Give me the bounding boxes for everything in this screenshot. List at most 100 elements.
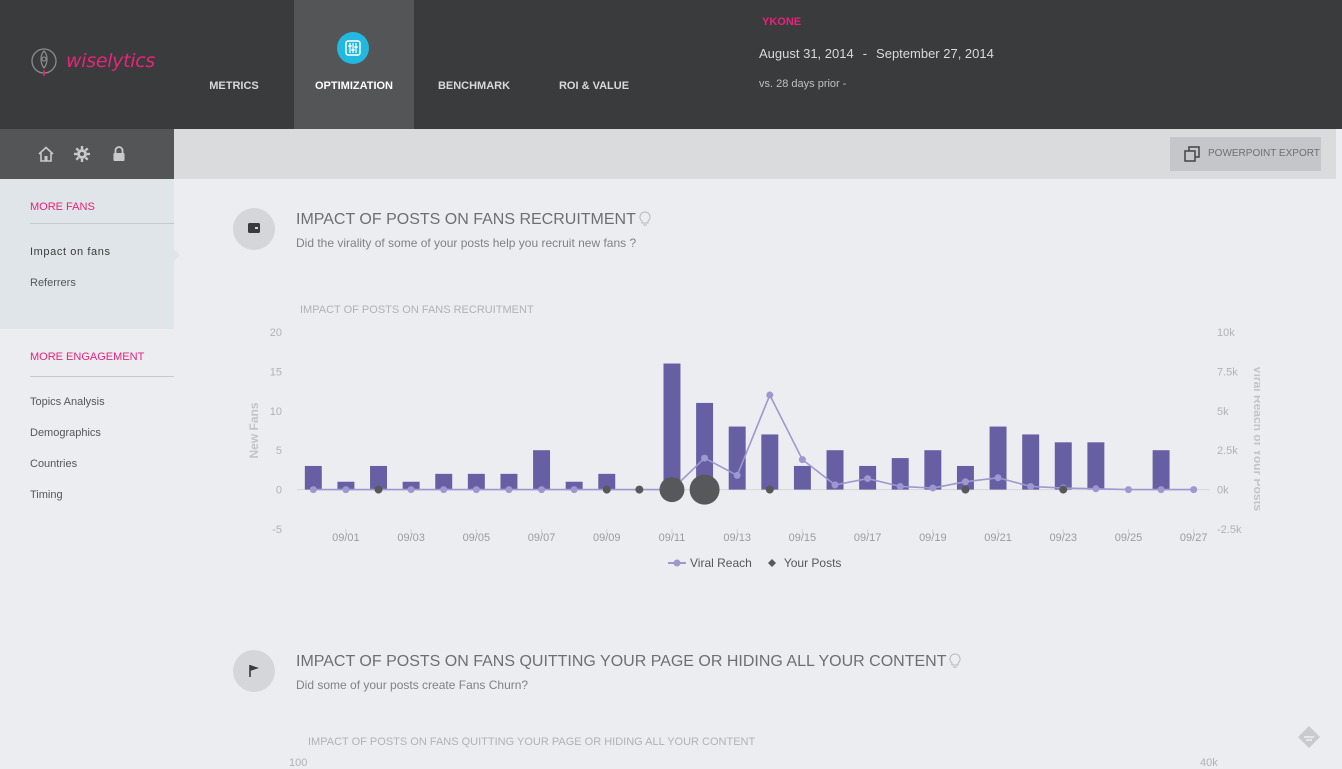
viral-reach-point [407, 486, 415, 494]
chart-legend: Viral Reach Your Posts [668, 556, 855, 570]
y2-axis-tick: 5k [1217, 406, 1229, 418]
chart-title: IMPACT OF POSTS ON FANS QUITTING YOUR PA… [308, 736, 756, 748]
feedback-icon[interactable] [1296, 724, 1322, 750]
viral-reach-point [570, 486, 578, 494]
x-axis-tick: 09/05 [463, 532, 491, 544]
bar-new-fans [956, 465, 974, 490]
tab-metrics[interactable]: METRICS [174, 0, 294, 129]
lightbulb-icon[interactable] [639, 211, 651, 226]
x-axis-tick: 09/03 [397, 532, 425, 544]
viral-reach-point [440, 486, 448, 494]
viral-reach-point [864, 475, 872, 483]
tab-optimization[interactable]: OPTIMIZATION [294, 0, 414, 129]
post-marker [659, 477, 685, 503]
section-subtitle: Did the virality of some of your posts h… [296, 236, 637, 250]
legend-label: Your Posts [783, 556, 842, 570]
viral-reach-point [798, 456, 806, 464]
sidebar-item-topics-analysis[interactable]: Topics Analysis [30, 396, 105, 408]
x-axis-tick: 09/23 [1050, 532, 1078, 544]
viral-reach-point [896, 482, 904, 490]
bar-new-fans [924, 450, 942, 490]
y-axis-tick: 10 [270, 406, 282, 418]
line-marker-icon [668, 559, 686, 567]
app-name: wiselytics [66, 50, 156, 72]
sidebar: MORE FANS Impact on fans Referrers MORE … [0, 129, 180, 769]
post-marker [635, 485, 644, 494]
viral-reach-point [733, 471, 741, 479]
sidebar-section-more-fans: MORE FANS Impact on fans Referrers [0, 179, 174, 329]
y2-axis-tick: 10k [1217, 327, 1235, 339]
account-name[interactable]: YKONE [762, 16, 802, 28]
scrollbar[interactable] [1336, 129, 1342, 769]
y-axis-tick: 20 [270, 327, 282, 339]
flag-icon [249, 665, 259, 677]
legend-item-viral-reach[interactable]: Viral Reach [668, 556, 752, 570]
top-bar: wiselytics METRICS OPTIMIZATION BENCHMAR… [0, 0, 1342, 129]
post-marker [374, 485, 383, 494]
post-marker [961, 485, 970, 494]
sidebar-item-referrers[interactable]: Referrers [30, 277, 76, 289]
comparison-period[interactable]: vs. 28 days prior - [759, 78, 847, 90]
bar-new-fans [826, 450, 844, 490]
sidebar-item-timing[interactable]: Timing [30, 489, 63, 501]
sidebar-item-demographics[interactable]: Demographics [30, 427, 101, 439]
viral-reach-point [994, 474, 1002, 482]
bar-new-fans [989, 426, 1007, 490]
x-axis-tick: 09/01 [332, 532, 360, 544]
bar-new-fans [467, 473, 485, 490]
sidebar-item-countries[interactable]: Countries [30, 458, 78, 470]
section-title-text: IMPACT OF POSTS ON FANS QUITTING YOUR PA… [296, 653, 947, 670]
x-axis-tick: 09/13 [723, 532, 751, 544]
y-axis-tick: -5 [272, 524, 282, 536]
lightbulb-icon[interactable] [949, 653, 961, 668]
date-range[interactable]: August 31, 2014- September 27, 2014 [759, 46, 994, 61]
date-end: September 27, 2014 [876, 46, 994, 61]
lock-icon[interactable] [110, 145, 128, 163]
x-axis-tick: 09/07 [528, 532, 556, 544]
viral-reach-point [1190, 486, 1198, 494]
bar-new-fans [728, 426, 746, 490]
sidebar-item-impact-on-fans[interactable]: Impact on fans [30, 246, 111, 258]
viral-reach-point [538, 486, 546, 494]
diamond-marker-icon [767, 559, 776, 567]
bar-new-fans [663, 363, 681, 490]
tab-roi-value[interactable]: ROI & VALUE [534, 0, 654, 129]
section-subtitle: Did some of your posts create Fans Churn… [296, 678, 529, 692]
bar-new-fans [500, 473, 518, 490]
tab-label: ROI & VALUE [558, 80, 630, 92]
viral-reach-point [831, 481, 839, 489]
viral-reach-point [309, 486, 317, 494]
date-start: August 31, 2014 [759, 46, 854, 61]
legend-item-your-posts[interactable]: Your Posts [766, 556, 842, 570]
post-marker [1059, 485, 1068, 494]
post-marker [765, 485, 774, 494]
powerpoint-export-button[interactable]: POWERPOINT EXPORT [1170, 137, 1321, 171]
tab-label: METRICS [209, 80, 259, 92]
bar-new-fans [1022, 434, 1040, 490]
post-marker [689, 474, 720, 505]
wallet-icon [248, 223, 260, 233]
section-title-more-engagement: MORE ENGAGEMENT [30, 351, 145, 363]
viral-reach-point [472, 486, 480, 494]
y2-axis-title: Viral Reach of Your Posts [1251, 366, 1260, 512]
y2-axis-tick: 40k [1200, 757, 1218, 769]
logo[interactable]: wiselytics [30, 44, 155, 78]
content-toolbar: POWERPOINT EXPORT [174, 129, 1342, 179]
section-title: IMPACT OF POSTS ON FANS RECRUITMENT [296, 211, 651, 229]
active-indicator-arrow [174, 249, 180, 261]
export-label: POWERPOINT EXPORT [1208, 148, 1320, 159]
home-icon[interactable] [37, 145, 55, 163]
x-axis-tick: 09/15 [789, 532, 817, 544]
y-axis-tick: 5 [276, 445, 282, 457]
bar-new-fans [304, 465, 322, 490]
x-axis-tick: 09/09 [593, 532, 621, 544]
bar-new-fans [1054, 442, 1072, 490]
gear-icon[interactable] [73, 145, 91, 163]
bar-new-fans [565, 481, 583, 490]
tab-benchmark[interactable]: BENCHMARK [414, 0, 534, 129]
bar-new-fans [337, 481, 355, 490]
y2-axis-tick: 7.5k [1217, 366, 1238, 378]
viral-reach-line [313, 393, 1194, 491]
bar-new-fans [1087, 442, 1105, 490]
post-marker [602, 485, 611, 494]
